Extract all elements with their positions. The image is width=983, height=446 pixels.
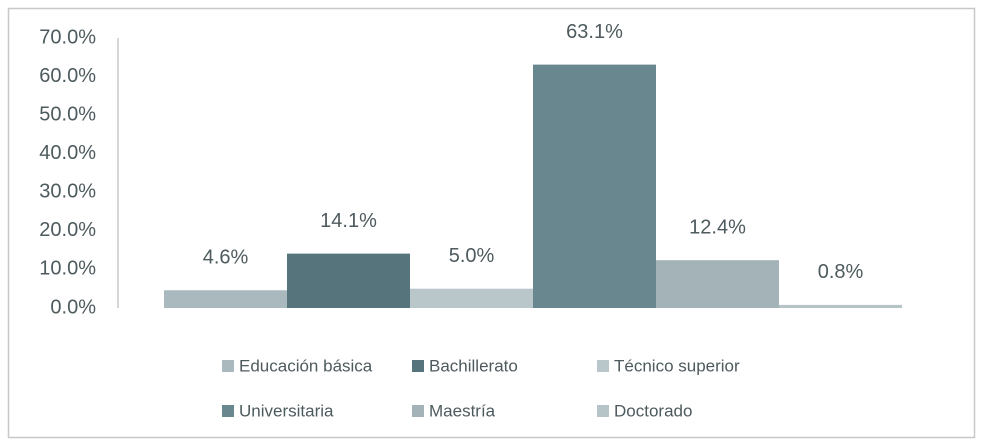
value-label: 14.1% xyxy=(320,210,377,232)
legend-label: Universitaria xyxy=(239,401,334,420)
y-tick-label: 60.0% xyxy=(39,65,96,87)
value-label: 63.1% xyxy=(566,21,623,43)
y-tick-label: 40.0% xyxy=(39,142,96,164)
bar xyxy=(287,253,410,308)
legend-label: Doctorado xyxy=(614,401,692,420)
legend-label: Bachillerato xyxy=(429,356,518,375)
y-tick-label: 0.0% xyxy=(50,296,96,318)
value-label: 4.6% xyxy=(203,247,249,269)
y-tick-label: 10.0% xyxy=(39,258,96,280)
chart-frame xyxy=(7,7,976,439)
bar xyxy=(164,290,287,308)
legend-swatch xyxy=(222,360,234,372)
legend-label: Maestría xyxy=(429,401,496,420)
legend-swatch xyxy=(412,360,424,372)
y-tick-label: 50.0% xyxy=(39,103,96,125)
y-tick-label: 30.0% xyxy=(39,181,96,203)
legend-label: Educación básica xyxy=(239,356,373,375)
y-tick-label: 70.0% xyxy=(39,26,96,48)
bar xyxy=(656,260,779,308)
legend-swatch xyxy=(597,360,609,372)
bar xyxy=(779,304,902,308)
value-label: 12.4% xyxy=(689,216,746,238)
legend-swatch xyxy=(222,405,234,417)
bar xyxy=(533,64,656,308)
legend-label: Técnico superior xyxy=(614,356,740,375)
bar xyxy=(410,288,533,308)
value-label: 5.0% xyxy=(449,245,495,267)
y-tick-label: 20.0% xyxy=(39,219,96,241)
legend-swatch xyxy=(597,405,609,417)
value-label: 0.8% xyxy=(818,261,864,283)
legend-swatch xyxy=(412,405,424,417)
